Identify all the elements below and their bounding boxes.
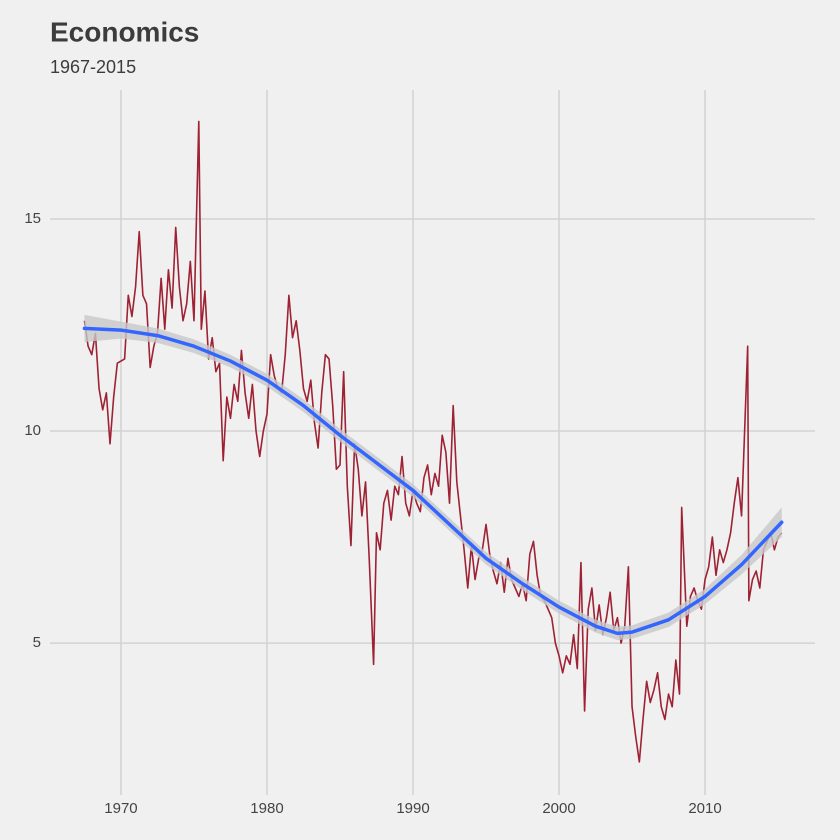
grid — [50, 90, 815, 795]
y-tick-label: 10 — [24, 422, 41, 439]
x-tick-label: 2000 — [542, 800, 575, 817]
y-tick-label: 15 — [24, 210, 41, 227]
x-tick-label: 2010 — [688, 800, 721, 817]
x-tick-label: 1980 — [250, 800, 283, 817]
smooth-line — [82, 326, 784, 636]
data-line — [83, 120, 783, 763]
y-tick-label: 5 — [33, 634, 41, 651]
x-tick-label: 1990 — [396, 800, 429, 817]
x-tick-label: 1970 — [104, 800, 137, 817]
plot-area — [82, 120, 784, 763]
chart-subtitle: 1967-2015 — [50, 57, 136, 77]
chart-title: Economics — [50, 16, 199, 47]
